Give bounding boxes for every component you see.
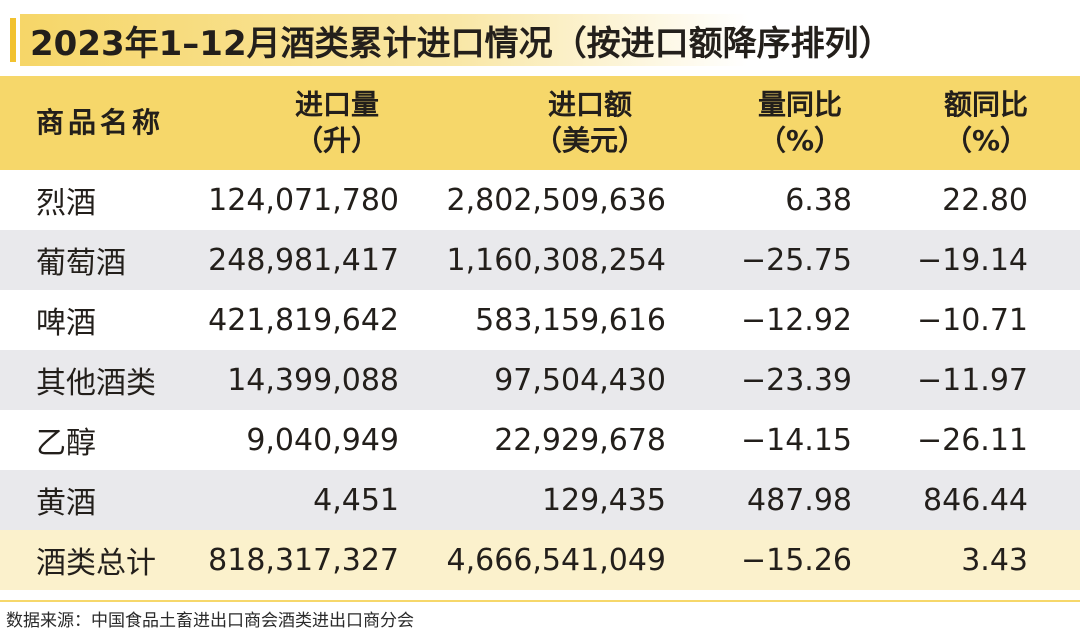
header-value-yoy-label: 额同比: [943, 88, 1028, 121]
cell-value-yoy: −11.97: [916, 362, 1028, 398]
cell-value: 129,435: [541, 482, 666, 518]
table-row: 葡萄酒 248,981,417 1,160,308,254 −25.75 −19…: [0, 230, 1080, 290]
source-note: 数据来源：中国食品土畜进出口商会酒类进出口商分会: [6, 611, 414, 631]
cell-total-volume-yoy: −15.26: [740, 542, 852, 578]
cell-volume: 14,399,088: [227, 362, 399, 398]
cell-total-name: 酒类总计: [36, 546, 156, 581]
page-title: 2023年1–12月酒类累计进口情况（按进口额降序排列）: [30, 24, 893, 64]
table-total-row: 酒类总计 818,317,327 4,666,541,049 −15.26 3.…: [0, 530, 1080, 590]
cell-volume: 421,819,642: [208, 302, 399, 338]
header-value-label: 进口额: [547, 88, 632, 121]
header-product-name: 商品名称: [36, 106, 165, 139]
cell-volume-yoy: −14.15: [740, 422, 852, 458]
title-highlight: [20, 14, 748, 66]
cell-product-name: 啤酒: [36, 306, 96, 341]
cell-value-yoy: −19.14: [916, 242, 1028, 278]
header-value-unit: （美元）: [533, 124, 646, 157]
header-volume: 进口量 （升）: [205, 76, 415, 170]
table-row: 乙醇 9,040,949 22,929,678 −14.15 −26.11: [0, 410, 1080, 470]
cell-value-yoy: 22.80: [942, 182, 1028, 218]
header-value-yoy-unit: （%）: [943, 124, 1028, 157]
cell-product-name: 其他酒类: [36, 366, 156, 401]
cell-volume: 4,451: [313, 482, 399, 518]
header-volume-yoy-unit: （%）: [757, 124, 842, 157]
table-row: 黄酒 4,451 129,435 487.98 846.44: [0, 470, 1080, 530]
cell-value: 1,160,308,254: [446, 242, 666, 278]
cell-volume: 9,040,949: [246, 422, 399, 458]
cell-value: 22,929,678: [494, 422, 666, 458]
header-volume-yoy-label: 量同比: [757, 88, 842, 121]
cell-product-name: 黄酒: [36, 486, 96, 521]
cell-volume-yoy: 6.38: [785, 182, 852, 218]
header-volume-unit: （升）: [294, 124, 379, 157]
table-row: 其他酒类 14,399,088 97,504,430 −23.39 −11.97: [0, 350, 1080, 410]
cell-value: 2,802,509,636: [446, 182, 666, 218]
cell-product-name: 葡萄酒: [36, 246, 126, 281]
cell-value: 583,159,616: [475, 302, 666, 338]
cell-value: 97,504,430: [494, 362, 666, 398]
cell-volume: 124,071,780: [208, 182, 399, 218]
title-bar: 2023年1–12月酒类累计进口情况（按进口额降序排列）: [6, 8, 1076, 66]
cell-value-yoy: 846.44: [923, 482, 1028, 518]
cell-volume: 248,981,417: [208, 242, 399, 278]
header-volume-yoy: 量同比 （%）: [680, 76, 870, 170]
header-volume-label: 进口量: [294, 88, 379, 121]
cell-total-value: 4,666,541,049: [446, 542, 666, 578]
cell-product-name: 烈酒: [36, 186, 96, 221]
cell-volume-yoy: −12.92: [740, 302, 852, 338]
title-accent-bar: [10, 18, 16, 62]
table-row: 烈酒 124,071,780 2,802,509,636 6.38 22.80: [0, 170, 1080, 230]
cell-volume-yoy: −23.39: [740, 362, 852, 398]
import-table: 商品名称 进口量 （升） 进口额 （美元） 量同比 （%） 额同比 （%） 烈酒 124…: [0, 76, 1080, 590]
cell-total-value-yoy: 3.43: [961, 542, 1028, 578]
cell-value-yoy: −10.71: [916, 302, 1028, 338]
cell-value-yoy: −26.11: [916, 422, 1028, 458]
table-row: 啤酒 421,819,642 583,159,616 −12.92 −10.71: [0, 290, 1080, 350]
cell-product-name: 乙醇: [36, 426, 96, 461]
header-value: 进口额 （美元）: [415, 76, 680, 170]
cell-total-volume: 818,317,327: [208, 542, 399, 578]
table-header-row: 商品名称 进口量 （升） 进口额 （美元） 量同比 （%） 额同比 （%）: [0, 76, 1080, 170]
divider: [0, 600, 1080, 602]
cell-volume-yoy: 487.98: [747, 482, 852, 518]
header-value-yoy: 额同比 （%）: [870, 76, 1080, 170]
cell-volume-yoy: −25.75: [740, 242, 852, 278]
